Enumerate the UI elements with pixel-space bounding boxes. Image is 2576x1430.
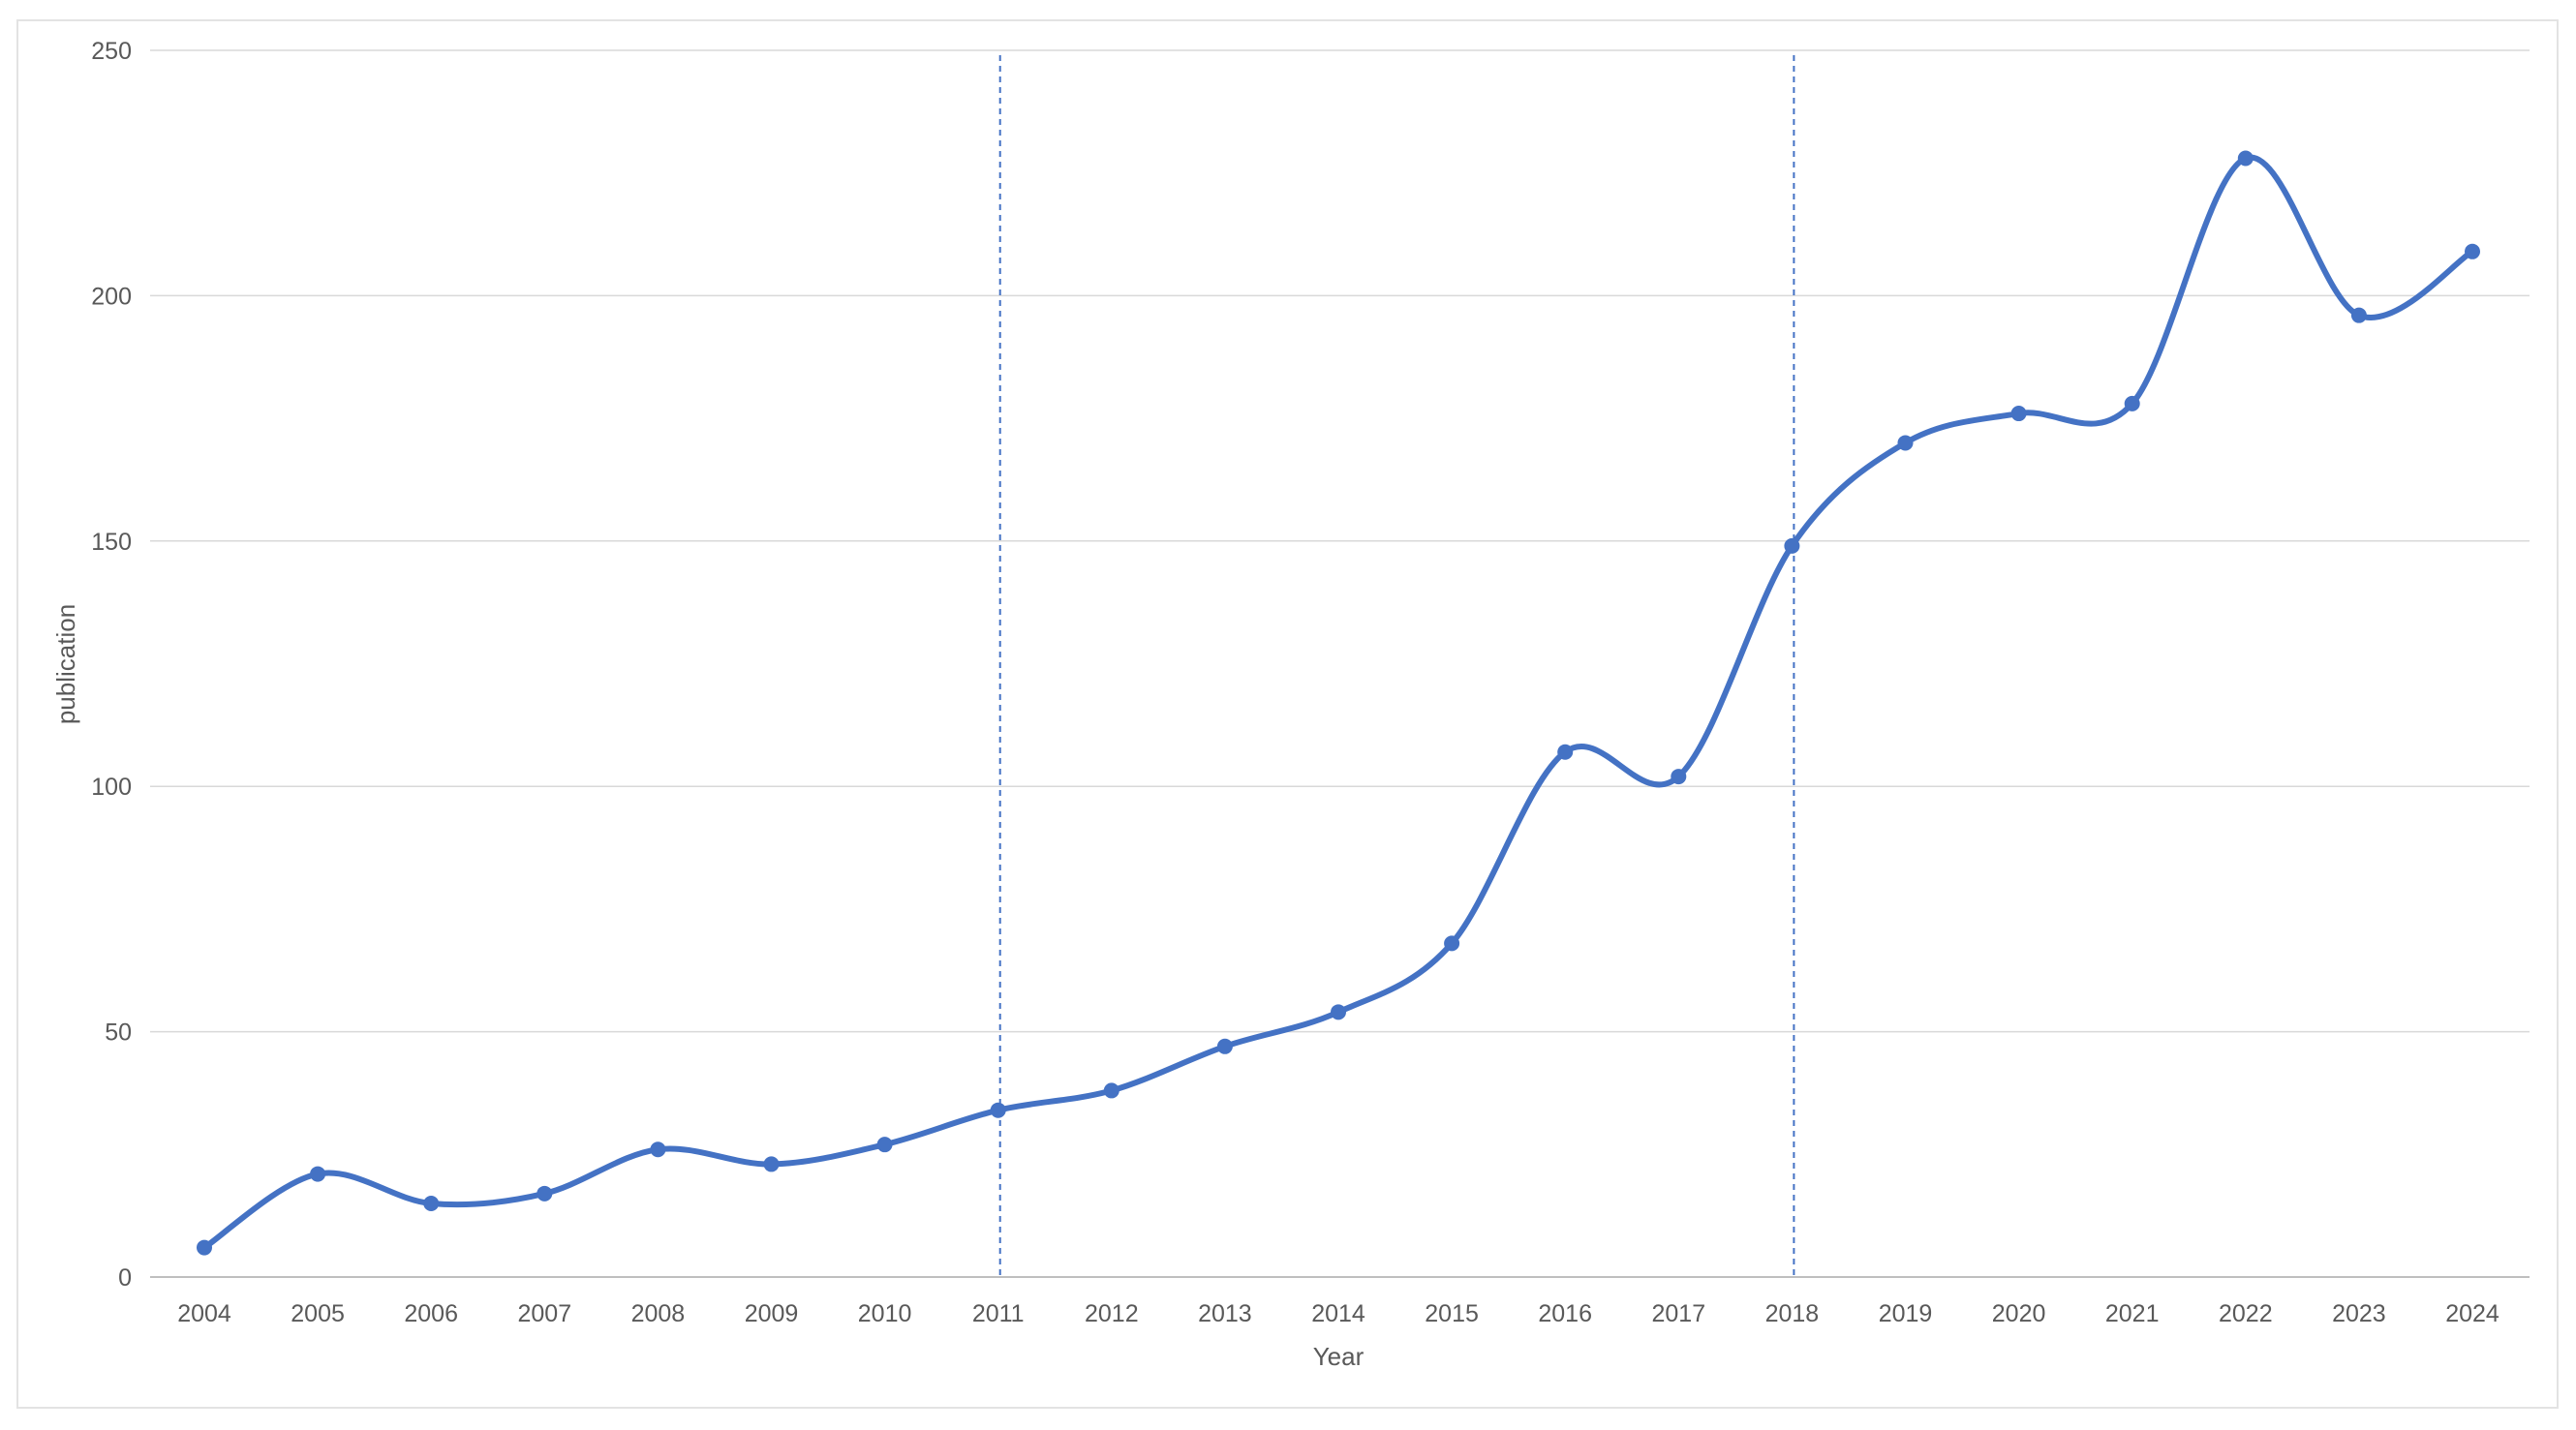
data-point-2005 bbox=[310, 1166, 326, 1182]
y-tick-label-50: 50 bbox=[105, 1019, 132, 1047]
data-point-2019 bbox=[1897, 435, 1914, 451]
data-point-2006 bbox=[423, 1195, 440, 1211]
data-point-2017 bbox=[1671, 769, 1687, 785]
x-tick-label-2017: 2017 bbox=[1651, 1300, 1705, 1327]
x-tick-label-2012: 2012 bbox=[1085, 1300, 1139, 1327]
data-point-2020 bbox=[2010, 406, 2027, 422]
x-tick-label-2022: 2022 bbox=[2219, 1300, 2273, 1327]
grid-lines bbox=[150, 49, 2530, 1033]
series-line bbox=[201, 154, 2475, 1251]
y-tick-label-150: 150 bbox=[91, 529, 132, 556]
data-point-2021 bbox=[2124, 395, 2140, 411]
data-point-2009 bbox=[763, 1156, 780, 1172]
x-tick-label-2009: 2009 bbox=[745, 1300, 799, 1327]
x-tick-label-2024: 2024 bbox=[2445, 1300, 2499, 1327]
chart-frame bbox=[16, 19, 2559, 1409]
data-point-2008 bbox=[650, 1141, 666, 1158]
data-point-2004 bbox=[197, 1239, 212, 1256]
x-tick-label-2008: 2008 bbox=[631, 1300, 686, 1327]
data-point-2024 bbox=[2465, 243, 2480, 259]
x-tick-labels: 2004 2005 2006 2007 2008 2009 2010 2011 2012 2013… bbox=[177, 1300, 2499, 1327]
x-tick-label-2018: 2018 bbox=[1765, 1300, 1820, 1327]
y-tick-label-0: 0 bbox=[118, 1264, 132, 1292]
data-point-2012 bbox=[1103, 1082, 1119, 1099]
y-tick-label-100: 100 bbox=[91, 774, 132, 801]
x-tick-label-2015: 2015 bbox=[1425, 1300, 1479, 1327]
data-point-2007 bbox=[537, 1185, 553, 1202]
x-tick-label-2016: 2016 bbox=[1538, 1300, 1592, 1327]
x-tick-label-2005: 2005 bbox=[291, 1300, 345, 1327]
data-point-2013 bbox=[1216, 1038, 1233, 1054]
x-tick-label-2004: 2004 bbox=[177, 1300, 231, 1327]
data-point-2023 bbox=[2350, 307, 2367, 323]
data-point-2011 bbox=[990, 1102, 1006, 1118]
x-tick-label-2013: 2013 bbox=[1198, 1300, 1252, 1327]
data-point-2022 bbox=[2237, 150, 2254, 167]
y-tick-label-200: 200 bbox=[91, 283, 132, 310]
x-tick-label-2019: 2019 bbox=[1879, 1300, 1933, 1327]
x-tick-label-2007: 2007 bbox=[517, 1300, 571, 1327]
data-points bbox=[197, 150, 2480, 1256]
reference-lines bbox=[998, 55, 1795, 1277]
data-point-2015 bbox=[1444, 935, 1460, 952]
y-tick-labels: 0 50 100 150 200 250 bbox=[91, 38, 132, 1292]
x-tick-label-2010: 2010 bbox=[858, 1300, 912, 1327]
data-point-2016 bbox=[1557, 744, 1574, 760]
x-tick-label-2023: 2023 bbox=[2332, 1300, 2386, 1327]
x-axis-title: Year bbox=[1313, 1342, 1365, 1371]
data-point-2018 bbox=[1784, 537, 1800, 554]
x-tick-label-2014: 2014 bbox=[1311, 1300, 1365, 1327]
y-axis-title: publication bbox=[51, 604, 80, 724]
data-point-2010 bbox=[876, 1137, 893, 1153]
data-point-2014 bbox=[1331, 1004, 1346, 1020]
x-tick-label-2021: 2021 bbox=[2105, 1300, 2160, 1327]
x-tick-label-2006: 2006 bbox=[404, 1300, 458, 1327]
x-tick-label-2011: 2011 bbox=[972, 1300, 1025, 1327]
y-tick-label-250: 250 bbox=[91, 38, 132, 65]
x-tick-label-2020: 2020 bbox=[1992, 1300, 2046, 1327]
